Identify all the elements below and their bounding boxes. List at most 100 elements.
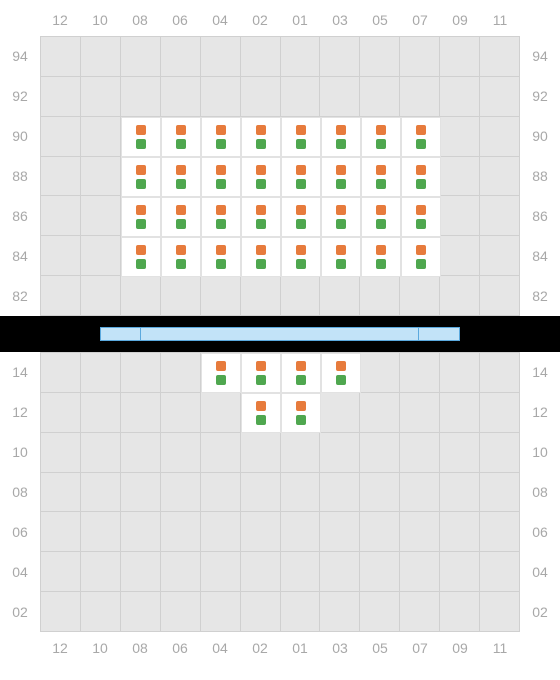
status-dot-top [256, 245, 266, 255]
slot-cell[interactable] [281, 353, 321, 393]
slot-cell[interactable] [241, 237, 281, 277]
slot-cell[interactable] [161, 237, 201, 277]
status-dot-bottom [296, 139, 306, 149]
status-dot-bottom [216, 139, 226, 149]
slot-cell[interactable] [201, 197, 241, 237]
slot-cell[interactable] [281, 197, 321, 237]
row-axis-left-upper: 94929088868482 [0, 36, 40, 316]
slot-cell[interactable] [401, 117, 441, 157]
slot-cell[interactable] [241, 353, 281, 393]
status-dot-top [176, 245, 186, 255]
status-dot-bottom [416, 219, 426, 229]
status-dot-bottom [296, 179, 306, 189]
slot-cell[interactable] [321, 197, 361, 237]
col-label: 06 [160, 12, 200, 28]
row-label: 08 [520, 472, 560, 512]
status-dot-bottom [296, 259, 306, 269]
slot-cell[interactable] [321, 117, 361, 157]
slider-segment[interactable] [419, 328, 459, 340]
row-label: 86 [0, 196, 40, 236]
status-dot-top [296, 165, 306, 175]
status-dot-top [256, 401, 266, 411]
slot-cell[interactable] [281, 393, 321, 433]
slot-cell[interactable] [281, 237, 321, 277]
status-dot-top [136, 165, 146, 175]
col-label: 04 [200, 640, 240, 656]
lower-panel: 14121008060402 14121008060402 [0, 352, 560, 632]
slot-cell[interactable] [201, 117, 241, 157]
row-label: 90 [0, 116, 40, 156]
row-axis-right-upper: 94929088868482 [520, 36, 560, 316]
col-label: 04 [200, 12, 240, 28]
slot-cell[interactable] [201, 237, 241, 277]
row-label: 10 [0, 432, 40, 472]
slot-cell[interactable] [321, 237, 361, 277]
slot-cell[interactable] [361, 197, 401, 237]
slot-cell[interactable] [121, 117, 161, 157]
slot-cell[interactable] [201, 157, 241, 197]
col-label: 10 [80, 12, 120, 28]
col-label: 03 [320, 640, 360, 656]
row-label: 02 [0, 592, 40, 632]
status-dot-bottom [336, 139, 346, 149]
row-label: 06 [0, 512, 40, 552]
col-label: 07 [400, 640, 440, 656]
row-label: 84 [0, 236, 40, 276]
status-dot-top [336, 361, 346, 371]
slot-cell[interactable] [241, 157, 281, 197]
status-dot-bottom [376, 259, 386, 269]
slot-cell[interactable] [401, 237, 441, 277]
slot-cell[interactable] [241, 117, 281, 157]
row-label: 94 [520, 36, 560, 76]
row-label: 02 [520, 592, 560, 632]
status-dot-top [416, 245, 426, 255]
status-dot-bottom [216, 219, 226, 229]
slider-segment[interactable] [101, 328, 141, 340]
slot-cell[interactable] [321, 157, 361, 197]
row-label: 04 [520, 552, 560, 592]
status-dot-top [256, 125, 266, 135]
col-label: 01 [280, 12, 320, 28]
status-dot-bottom [256, 179, 266, 189]
status-dot-top [416, 125, 426, 135]
slot-cell[interactable] [361, 237, 401, 277]
slot-cell[interactable] [401, 197, 441, 237]
col-label: 11 [480, 640, 520, 656]
rack-layout: 121008060402010305070911 94929088868482 … [0, 0, 560, 668]
slot-cell[interactable] [121, 157, 161, 197]
status-dot-bottom [216, 179, 226, 189]
slot-cell[interactable] [281, 117, 321, 157]
slot-cell[interactable] [321, 353, 361, 393]
row-label: 94 [0, 36, 40, 76]
row-label: 82 [0, 276, 40, 316]
status-dot-bottom [376, 139, 386, 149]
slot-cell[interactable] [361, 157, 401, 197]
slot-cell[interactable] [241, 197, 281, 237]
slot-cell[interactable] [281, 157, 321, 197]
col-label: 08 [120, 12, 160, 28]
status-dot-bottom [136, 179, 146, 189]
col-label: 09 [440, 12, 480, 28]
status-dot-bottom [136, 259, 146, 269]
status-dot-bottom [216, 375, 226, 385]
slot-cell[interactable] [401, 157, 441, 197]
status-dot-bottom [216, 259, 226, 269]
slot-cell[interactable] [161, 117, 201, 157]
status-dot-top [216, 361, 226, 371]
slot-cell[interactable] [201, 353, 241, 393]
slider-track[interactable] [100, 327, 460, 341]
slot-cell[interactable] [121, 197, 161, 237]
slot-cell[interactable] [241, 393, 281, 433]
slot-cell[interactable] [361, 117, 401, 157]
status-dot-bottom [256, 219, 266, 229]
status-dot-top [336, 245, 346, 255]
status-dot-top [296, 361, 306, 371]
status-dot-bottom [296, 415, 306, 425]
status-dot-bottom [176, 179, 186, 189]
slider-segment[interactable] [141, 328, 419, 340]
slot-cell[interactable] [161, 157, 201, 197]
status-dot-bottom [376, 179, 386, 189]
col-axis-bottom: 121008060402010305070911 [0, 632, 560, 668]
slot-cell[interactable] [161, 197, 201, 237]
slot-cell[interactable] [121, 237, 161, 277]
